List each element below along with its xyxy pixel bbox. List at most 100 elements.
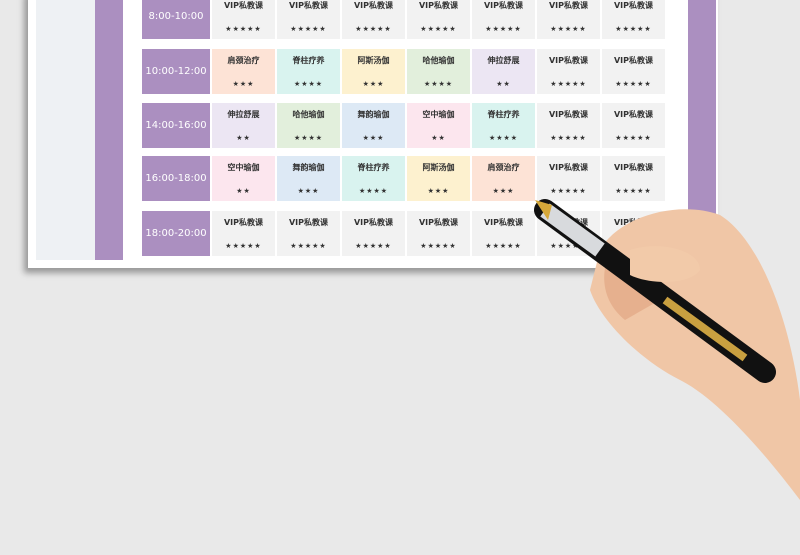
class-cell: VIP私教课 ★★★★★ — [277, 0, 340, 39]
class-cell: 阿斯汤伽 ★★★ — [342, 49, 405, 94]
class-name: 伸拉舒展 — [227, 110, 260, 119]
class-name: 脊柱疗养 — [357, 163, 390, 172]
rating-stars: ★★★★ — [488, 134, 519, 142]
class-cell: VIP私教课 ★★★★★ — [342, 211, 405, 256]
class-name: 脊柱疗养 — [487, 110, 520, 119]
rating-stars: ★★★ — [362, 134, 385, 142]
left-purple-bar — [95, 0, 123, 260]
rating-stars: ★★★★★ — [550, 134, 587, 142]
class-cell: VIP私教课 ★★★★★ — [537, 103, 600, 148]
class-cell: VIP私教课 ★★★★★ — [602, 156, 665, 201]
class-name: VIP私教课 — [353, 218, 394, 227]
rating-stars: ★★★★★ — [420, 25, 457, 33]
class-name: VIP私教课 — [288, 1, 329, 10]
rating-stars: ★★★★★ — [550, 80, 587, 88]
time-slot: 14:00-16:00 — [142, 103, 210, 148]
class-cell: VIP私教课 ★★★★★ — [537, 156, 600, 201]
rating-stars: ★★★★★ — [615, 134, 652, 142]
class-cell: 脊柱疗养 ★★★★ — [472, 103, 535, 148]
rating-stars: ★★★★ — [293, 134, 324, 142]
class-cell: 脊柱疗养 ★★★★ — [342, 156, 405, 201]
rating-stars: ★★★★★ — [225, 25, 262, 33]
class-name: VIP私教课 — [418, 1, 459, 10]
rating-stars: ★★★★★ — [550, 25, 587, 33]
class-name: 肩颈治疗 — [227, 56, 260, 65]
class-name: VIP私教课 — [613, 1, 654, 10]
rating-stars: ★★★★★ — [615, 25, 652, 33]
class-name: 空中瑜伽 — [422, 110, 455, 119]
rating-stars: ★★★★ — [293, 80, 324, 88]
rating-stars: ★★★ — [492, 187, 515, 195]
rating-stars: ★★★★★ — [550, 187, 587, 195]
class-cell: VIP私教课 ★★★★★ — [407, 211, 470, 256]
rating-stars: ★★★★★ — [290, 25, 327, 33]
sheet-margin — [36, 0, 95, 260]
class-name: 哈他瑜伽 — [292, 110, 325, 119]
class-name: 阿斯汤伽 — [357, 56, 390, 65]
class-cell: VIP私教课 ★★★★★ — [342, 0, 405, 39]
rating-stars: ★★ — [431, 134, 446, 142]
class-cell: VIP私教课 ★★★★★ — [472, 211, 535, 256]
rating-stars: ★★★ — [362, 80, 385, 88]
class-name: VIP私教课 — [613, 110, 654, 119]
rating-stars: ★★★★★ — [485, 25, 522, 33]
class-name: VIP私教课 — [418, 218, 459, 227]
class-name: VIP私教课 — [548, 110, 589, 119]
rating-stars: ★★★★ — [423, 80, 454, 88]
class-cell: 哈他瑜伽 ★★★★ — [277, 103, 340, 148]
class-cell: VIP私教课 ★★★★★ — [602, 0, 665, 39]
class-cell: 舞韵瑜伽 ★★★ — [342, 103, 405, 148]
class-cell: VIP私教课 ★★★★★ — [407, 0, 470, 39]
rating-stars: ★★★★★ — [615, 80, 652, 88]
rating-stars: ★★★★★ — [225, 242, 262, 250]
class-name: VIP私教课 — [548, 56, 589, 65]
time-slot: 16:00-18:00 — [142, 156, 210, 201]
class-name: VIP私教课 — [613, 56, 654, 65]
class-name: 脊柱疗养 — [292, 56, 325, 65]
rating-stars: ★★★★★ — [355, 25, 392, 33]
class-cell: VIP私教课 ★★★★★ — [602, 49, 665, 94]
class-cell: 肩颈治疗 ★★★ — [472, 156, 535, 201]
class-cell: VIP私教课 ★★★★★ — [277, 211, 340, 256]
class-name: VIP私教课 — [483, 218, 524, 227]
class-name: 肩颈治疗 — [487, 163, 520, 172]
rating-stars: ★★★★★ — [355, 242, 392, 250]
class-name: 空中瑜伽 — [227, 163, 260, 172]
rating-stars: ★★ — [496, 80, 511, 88]
class-cell: 伸拉舒展 ★★ — [212, 103, 275, 148]
rating-stars: ★★★ — [232, 80, 255, 88]
rating-stars: ★★★★★ — [420, 242, 457, 250]
class-cell: VIP私教课 ★★★★★ — [472, 0, 535, 39]
class-name: 哈他瑜伽 — [422, 56, 455, 65]
rating-stars: ★★ — [236, 187, 251, 195]
class-cell: 肩颈治疗 ★★★ — [212, 49, 275, 94]
class-name: 舞韵瑜伽 — [292, 163, 325, 172]
class-cell: 空中瑜伽 ★★ — [407, 103, 470, 148]
class-cell: VIP私教课 ★★★★★ — [212, 0, 275, 39]
rating-stars: ★★★★★ — [485, 242, 522, 250]
rating-stars: ★★ — [236, 134, 251, 142]
class-cell: 伸拉舒展 ★★ — [472, 49, 535, 94]
class-cell: VIP私教课 ★★★★★ — [212, 211, 275, 256]
class-name: VIP私教课 — [483, 1, 524, 10]
class-name: VIP私教课 — [548, 1, 589, 10]
class-name: VIP私教课 — [223, 218, 264, 227]
class-name: 伸拉舒展 — [487, 56, 520, 65]
class-name: 舞韵瑜伽 — [357, 110, 390, 119]
class-name: VIP私教课 — [288, 218, 329, 227]
class-name: VIP私教课 — [353, 1, 394, 10]
rating-stars: ★★★ — [427, 187, 450, 195]
time-slot: 10:00-12:00 — [142, 49, 210, 94]
rating-stars: ★★★★ — [358, 187, 389, 195]
class-cell: 舞韵瑜伽 ★★★ — [277, 156, 340, 201]
rating-stars: ★★★ — [297, 187, 320, 195]
class-name: VIP私教课 — [613, 163, 654, 172]
class-cell: VIP私教课 ★★★★★ — [602, 103, 665, 148]
class-cell: VIP私教课 ★★★★★ — [537, 0, 600, 39]
time-slot: 18:00-20:00 — [142, 211, 210, 256]
class-name: VIP私教课 — [223, 1, 264, 10]
class-cell: 脊柱疗养 ★★★★ — [277, 49, 340, 94]
class-name: 阿斯汤伽 — [422, 163, 455, 172]
class-cell: 空中瑜伽 ★★ — [212, 156, 275, 201]
